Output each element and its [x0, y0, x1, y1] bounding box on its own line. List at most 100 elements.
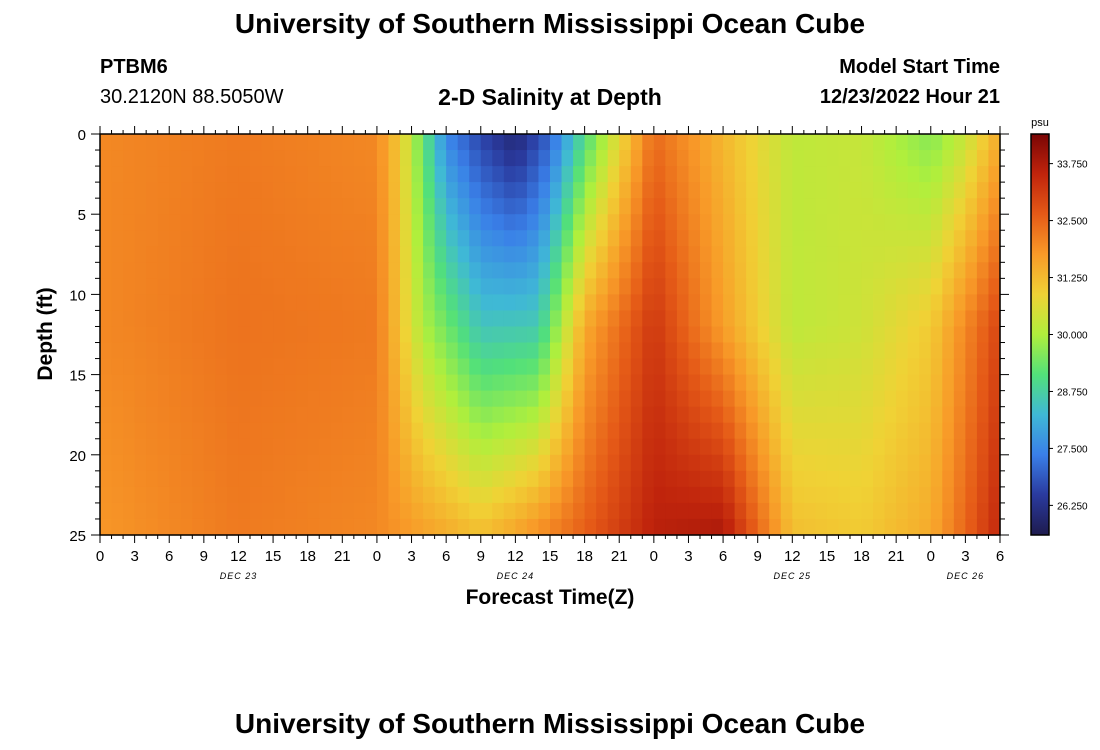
- heatmap-cell: [850, 406, 863, 424]
- heatmap-cell: [503, 310, 516, 328]
- heatmap-cell: [769, 214, 782, 231]
- heatmap-cell: [469, 406, 482, 424]
- heatmap-cell: [238, 374, 251, 392]
- heatmap-cell: [757, 214, 770, 231]
- heatmap-cell: [688, 502, 701, 520]
- heatmap-cell: [111, 422, 124, 440]
- heatmap-cell: [665, 374, 678, 392]
- heatmap-cell: [561, 294, 574, 312]
- heatmap-cell: [665, 310, 678, 328]
- heatmap-cell: [261, 406, 274, 424]
- heatmap-cell: [480, 246, 493, 263]
- heatmap-cell: [446, 342, 459, 360]
- heatmap-cell: [642, 278, 655, 295]
- heatmap-cell: [353, 246, 366, 263]
- heatmap-cell: [180, 134, 193, 151]
- heatmap-cell: [388, 454, 401, 472]
- model-start-value: 12/23/2022 Hour 21: [819, 86, 1000, 108]
- heatmap-cell: [123, 166, 136, 183]
- heatmap-cell: [884, 454, 897, 472]
- heatmap-cell: [526, 342, 540, 360]
- heatmap-cell: [607, 150, 620, 167]
- date-label: DEC 24: [497, 571, 535, 581]
- heatmap-cell: [988, 342, 1001, 360]
- heatmap-cell: [469, 486, 482, 504]
- heatmap-cell: [342, 166, 355, 183]
- heatmap-cell: [930, 150, 943, 167]
- y-tick-label: 5: [78, 207, 86, 224]
- heatmap-cell: [423, 486, 436, 504]
- heatmap-cell: [573, 454, 586, 472]
- heatmap-cell: [400, 214, 413, 231]
- heatmap-cell: [884, 294, 897, 312]
- heatmap-cell: [988, 278, 1001, 295]
- heatmap-cell: [561, 262, 574, 279]
- heatmap-cell: [642, 166, 655, 183]
- heatmap-cell: [446, 390, 459, 408]
- heatmap-cell: [388, 310, 401, 328]
- heatmap-cell: [400, 406, 413, 424]
- heatmap-cell: [203, 294, 216, 312]
- heatmap-cell: [411, 294, 424, 312]
- heatmap-cell: [861, 502, 874, 520]
- heatmap-cell: [480, 310, 493, 328]
- heatmap-cell: [665, 454, 678, 472]
- heatmap-cell: [203, 198, 216, 215]
- x-tick-label: 15: [265, 548, 282, 565]
- heatmap-cell: [942, 518, 955, 536]
- heatmap-cell: [792, 358, 805, 376]
- heatmap-cell: [446, 438, 459, 456]
- heatmap-cell: [480, 486, 493, 504]
- heatmap-cell: [526, 422, 540, 440]
- heatmap-cell: [376, 150, 390, 167]
- heatmap-cell: [676, 246, 690, 263]
- heatmap-cell: [100, 486, 113, 504]
- heatmap-cell: [676, 518, 690, 536]
- heatmap-cell: [815, 326, 828, 344]
- heatmap-cell: [688, 374, 701, 392]
- heatmap-cell: [111, 502, 124, 520]
- heatmap-cell: [873, 134, 886, 151]
- heatmap-cell: [330, 454, 343, 472]
- heatmap-cell: [226, 454, 240, 472]
- heatmap-cell: [723, 294, 736, 312]
- heatmap-cell: [550, 406, 563, 424]
- heatmap-cell: [734, 422, 747, 440]
- heatmap-cell: [584, 358, 597, 376]
- heatmap-cell: [976, 294, 990, 312]
- heatmap-cell: [965, 502, 978, 520]
- heatmap-cell: [596, 230, 609, 247]
- heatmap-cell: [342, 390, 355, 408]
- heatmap-cell: [896, 342, 909, 360]
- heatmap-cell: [953, 374, 966, 392]
- heatmap-cell: [330, 310, 343, 328]
- heatmap-cell: [573, 182, 586, 199]
- heatmap-cell: [526, 166, 540, 183]
- heatmap-cell: [157, 262, 170, 279]
- heatmap-cell: [480, 294, 493, 312]
- heatmap-cell: [734, 134, 747, 151]
- heatmap-cell: [988, 150, 1001, 167]
- heatmap-cell: [296, 470, 309, 488]
- heatmap-cell: [469, 374, 482, 392]
- heatmap-cell: [261, 358, 274, 376]
- heatmap-cell: [792, 294, 805, 312]
- heatmap-cell: [815, 262, 828, 279]
- heatmap-cell: [988, 134, 1001, 151]
- heatmap-cell: [261, 262, 274, 279]
- heatmap-cell: [319, 166, 332, 183]
- heatmap-cell: [134, 310, 147, 328]
- heatmap-cell: [965, 374, 978, 392]
- heatmap-cell: [215, 374, 228, 392]
- heatmap-cell: [503, 182, 516, 199]
- heatmap-cell: [342, 486, 355, 504]
- heatmap-cell: [792, 230, 805, 247]
- heatmap-cell: [457, 230, 470, 247]
- heatmap-cell: [446, 246, 459, 263]
- heatmap-cell: [746, 406, 759, 424]
- heatmap-cell: [215, 470, 228, 488]
- heatmap-cell: [826, 182, 840, 199]
- heatmap-cell: [100, 214, 113, 231]
- heatmap-cell: [111, 278, 124, 295]
- heatmap-cell: [792, 150, 805, 167]
